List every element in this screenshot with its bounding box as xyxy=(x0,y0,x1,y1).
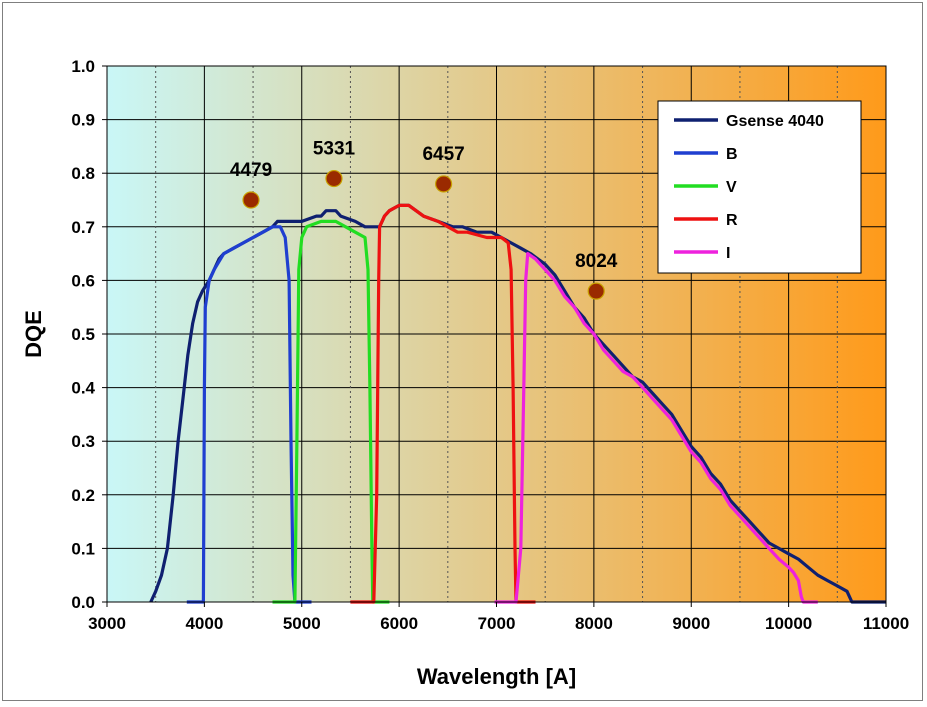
legend-label: I xyxy=(726,245,730,262)
x-tick-label: 4000 xyxy=(185,614,223,633)
series-line-r xyxy=(350,203,536,604)
legend-label: Gsense 4040 xyxy=(726,113,824,130)
marker-label: 8024 xyxy=(575,251,618,272)
y-tick-label: 0.2 xyxy=(71,486,95,505)
marker-label: 5331 xyxy=(313,139,356,160)
marker-label: 6457 xyxy=(422,144,464,165)
y-tick-label: 0.6 xyxy=(71,271,95,290)
y-tick-label: 0.5 xyxy=(71,325,95,344)
legend-label: B xyxy=(726,146,738,163)
x-tick-label: 11000 xyxy=(863,614,909,633)
series-line-v xyxy=(272,219,390,604)
annotation-markers: 4479 5331 6457 8024 xyxy=(230,139,618,300)
x-tick-label: 7000 xyxy=(478,614,516,633)
marker-point xyxy=(242,191,260,209)
x-tick-label: 8000 xyxy=(575,614,613,633)
legend-label: V xyxy=(726,179,737,196)
y-tick-label: 0.8 xyxy=(71,164,95,183)
marker-point xyxy=(587,282,605,300)
y-tick-label: 0.7 xyxy=(71,218,95,237)
y-tick-label: 1.0 xyxy=(71,57,95,76)
y-tick-label: 0.0 xyxy=(71,593,95,612)
marker-point xyxy=(325,169,343,188)
x-tick-label: 10000 xyxy=(765,614,812,633)
marker-point xyxy=(435,175,453,193)
y-axis-title: DQE xyxy=(21,310,46,358)
dqe-chart: 3000 4000 5000 6000 7000 8000 9000 10000 11000 0… xyxy=(21,57,909,689)
x-tick-label: 9000 xyxy=(672,614,710,633)
marker-label: 4479 xyxy=(230,160,272,181)
y-tick-labels: 0.0 0.1 0.2 0.3 0.4 0.5 0.6 0.7 0.8 0.9 1.0 xyxy=(71,57,107,612)
x-tick-label: 5000 xyxy=(283,614,321,633)
series-line-i xyxy=(494,252,818,604)
x-axis-title: Wavelength [A] xyxy=(417,664,576,689)
x-tick-labels: 3000 4000 5000 6000 7000 8000 9000 10000 11000 xyxy=(88,602,909,633)
series-line-b xyxy=(186,225,312,604)
y-tick-label: 0.1 xyxy=(71,539,95,558)
x-tick-label: 6000 xyxy=(380,614,418,633)
y-tick-label: 0.9 xyxy=(71,111,95,130)
x-tick-label: 3000 xyxy=(88,614,126,633)
series-layer xyxy=(149,203,886,604)
legend-label: R xyxy=(726,212,738,229)
y-tick-label: 0.4 xyxy=(71,379,95,398)
y-tick-label: 0.3 xyxy=(71,432,95,451)
